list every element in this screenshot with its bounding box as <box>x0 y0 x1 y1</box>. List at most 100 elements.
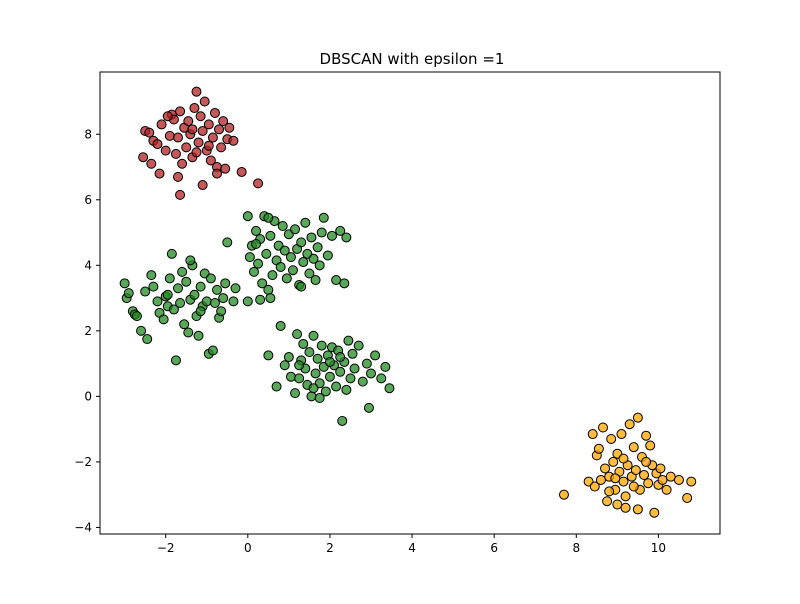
y-tick-label: −2 <box>74 455 92 469</box>
x-tick-label: 8 <box>572 541 580 555</box>
data-point <box>189 103 200 114</box>
data-point <box>365 368 376 379</box>
data-point <box>205 155 216 166</box>
data-point <box>384 383 395 394</box>
data-point <box>175 106 186 117</box>
data-point <box>331 381 342 392</box>
data-point <box>292 329 303 340</box>
data-point <box>201 296 212 307</box>
data-point <box>335 352 346 363</box>
data-point <box>618 476 629 487</box>
chart-title: DBSCAN with epsilon =1 <box>320 50 505 68</box>
data-point <box>320 386 331 397</box>
data-point <box>187 124 198 135</box>
data-point <box>189 289 200 300</box>
data-point <box>308 383 319 394</box>
data-point <box>275 261 286 272</box>
data-point <box>643 478 654 489</box>
data-point <box>312 242 323 253</box>
data-point <box>218 293 229 304</box>
data-point <box>600 463 611 474</box>
data-point <box>298 338 309 349</box>
data-point <box>279 360 290 371</box>
data-point <box>212 168 223 179</box>
y-tick-label: 2 <box>84 324 92 338</box>
data-point <box>363 402 374 413</box>
data-point <box>175 298 186 308</box>
data-point <box>641 456 652 467</box>
data-point <box>304 347 315 358</box>
data-point <box>345 373 356 384</box>
data-point <box>587 429 598 440</box>
data-point <box>253 258 264 269</box>
data-point <box>639 470 650 481</box>
y-axis: −4 −2 0 2 4 6 8 <box>74 127 100 534</box>
data-point <box>628 481 639 492</box>
data-point <box>324 371 335 382</box>
data-point <box>341 232 352 243</box>
data-point <box>331 275 342 286</box>
data-point <box>146 158 157 169</box>
data-point <box>304 268 315 279</box>
data-point <box>181 276 192 287</box>
data-point <box>306 391 317 402</box>
data-point <box>220 278 231 289</box>
data-point <box>138 152 149 163</box>
data-point <box>285 371 296 382</box>
data-point <box>162 111 173 122</box>
data-point <box>285 252 296 263</box>
y-tick-label: 4 <box>84 258 92 272</box>
data-point <box>195 281 206 292</box>
data-point <box>673 474 684 485</box>
data-point <box>265 230 276 241</box>
data-point <box>205 273 216 284</box>
data-point <box>290 388 301 399</box>
data-point <box>300 217 311 228</box>
y-tick-label: 8 <box>84 127 92 141</box>
data-point <box>335 225 346 236</box>
data-point <box>314 260 325 271</box>
data-point <box>316 340 327 351</box>
data-point <box>148 281 159 292</box>
data-point <box>283 352 294 363</box>
data-point <box>655 463 666 474</box>
data-point <box>218 116 229 127</box>
data-point <box>275 320 286 331</box>
data-point <box>312 353 323 364</box>
data-point <box>322 250 333 261</box>
data-point <box>337 415 348 426</box>
data-point <box>193 330 204 341</box>
x-tick-label: 0 <box>244 541 252 555</box>
plot-frame <box>99 71 721 535</box>
data-point <box>558 489 569 500</box>
data-point <box>335 366 346 377</box>
data-point <box>380 361 391 372</box>
data-point <box>164 273 175 284</box>
data-point <box>193 137 204 148</box>
data-point <box>212 284 223 295</box>
data-point <box>195 111 206 122</box>
data-point <box>144 127 155 138</box>
data-point <box>602 496 613 507</box>
data-point <box>624 419 635 430</box>
data-point <box>177 158 188 169</box>
data-point <box>308 330 319 341</box>
data-point <box>296 237 307 248</box>
data-point <box>236 166 247 177</box>
data-point <box>251 225 262 236</box>
data-point <box>310 275 321 286</box>
data-point <box>166 248 177 259</box>
data-point <box>324 356 335 367</box>
data-point <box>290 224 301 235</box>
x-axis: −2 0 2 4 6 8 10 <box>157 534 666 555</box>
data-point <box>173 171 184 182</box>
data-point <box>220 163 231 174</box>
data-point <box>314 393 325 404</box>
data-point <box>308 253 319 264</box>
data-point <box>123 288 134 299</box>
data-point <box>641 430 652 441</box>
data-point <box>185 255 196 266</box>
data-point <box>353 340 364 351</box>
data-point <box>610 473 621 484</box>
